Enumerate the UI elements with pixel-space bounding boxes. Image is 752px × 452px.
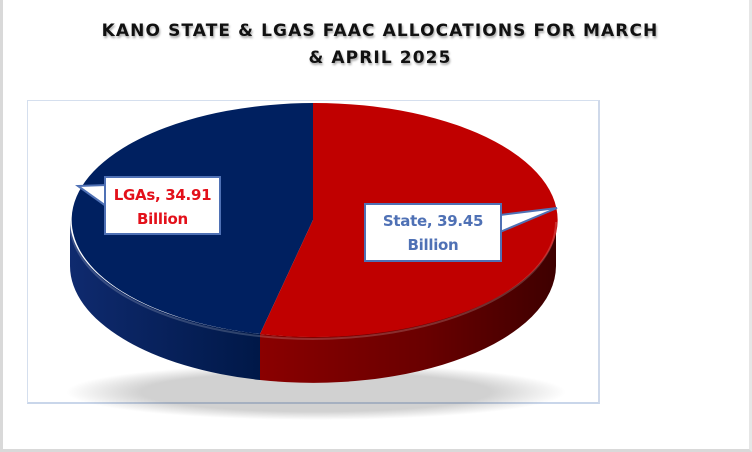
chart-title-line-2: & APRIL 2025 xyxy=(308,48,452,68)
slice-lgas-side xyxy=(70,220,260,380)
data-label-lgas: LGAs, 34.91 Billion xyxy=(104,176,221,235)
pie-shadow xyxy=(66,364,566,420)
slice-state-side xyxy=(260,220,556,383)
chart-title: KANO STATE & LGAS FAAC ALLOCATIONS FOR M… xyxy=(60,18,700,72)
chart-title-line-1: KANO STATE & LGAS FAAC ALLOCATIONS FOR M… xyxy=(101,21,659,41)
data-label-lgas-line-2: Billion xyxy=(137,210,188,228)
pie-rim-highlight xyxy=(69,221,557,340)
data-label-state-line-2: Billion xyxy=(407,236,459,254)
data-label-lgas-line-1: LGAs, 34.91 xyxy=(113,186,212,204)
data-label-state-line-1: State, 39.45 xyxy=(382,212,484,230)
data-label-state: State, 39.45 Billion xyxy=(364,203,502,262)
